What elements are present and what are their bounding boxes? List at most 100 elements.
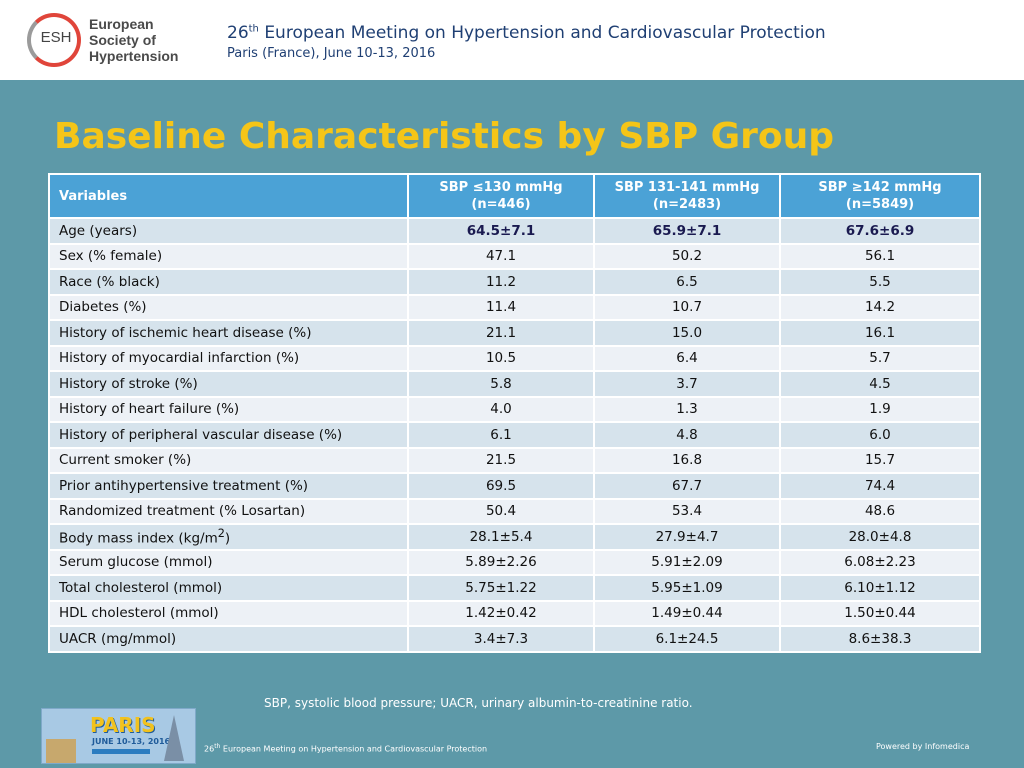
cell-value: 6.5 (593, 268, 781, 296)
cell-value: 14.2 (779, 293, 981, 321)
row-label-sup: 2 (217, 527, 225, 540)
group-1-n: (n=446) (471, 197, 531, 212)
group-3-label: SBP ≥142 mmHg (818, 180, 942, 195)
esh-logo-ring (27, 13, 81, 67)
meeting-title: 26th European Meeting on Hypertension an… (227, 23, 826, 43)
baseline-characteristics-table: Variables SBP ≤130 mmHg (n=446) SBP 131-1… (48, 173, 981, 653)
row-label: UACR (mg/mmol) (48, 625, 409, 653)
cell-value: 50.4 (407, 497, 595, 525)
org-name-line2: Society of (89, 32, 156, 48)
cell-value: 1.50±0.44 (779, 599, 981, 627)
table-row: History of heart failure (%) 4.0 1.3 1.9 (48, 395, 981, 423)
cell-value: 3.7 (593, 370, 781, 398)
cell-value: 5.75±1.22 (407, 574, 595, 602)
footer-ordinal-suffix: th (214, 743, 221, 750)
table-row: History of peripheral vascular disease (… (48, 421, 981, 449)
meeting-location: Paris (France), June 10-13, 2016 (227, 46, 436, 61)
table-row: Body mass index (kg/m2) 28.1±5.4 27.9±4.… (48, 523, 981, 551)
cell-value: 5.5 (779, 268, 981, 296)
row-label: History of myocardial infarction (%) (48, 344, 409, 372)
cell-value: 28.0±4.8 (779, 523, 981, 551)
cell-value: 6.10±1.12 (779, 574, 981, 602)
row-label: History of heart failure (%) (48, 395, 409, 423)
cell-value: 28.1±5.4 (407, 523, 595, 551)
cell-value: 5.89±2.26 (407, 548, 595, 576)
row-label: History of ischemic heart disease (%) (48, 319, 409, 347)
row-label: Prior antihypertensive treatment (%) (48, 472, 409, 500)
banner-dates: JUNE 10-13, 2016 (92, 737, 171, 746)
row-label: Race (% black) (48, 268, 409, 296)
cell-value: 4.5 (779, 370, 981, 398)
org-name-line3: Hypertension (89, 48, 179, 64)
row-label: Diabetes (%) (48, 293, 409, 321)
cell-value: 5.95±1.09 (593, 574, 781, 602)
cell-value: 21.1 (407, 319, 595, 347)
group-2-label: SBP 131-141 mmHg (614, 180, 760, 195)
cell-value: 11.2 (407, 268, 595, 296)
column-header-group-1: SBP ≤130 mmHg (n=446) (407, 173, 595, 219)
paris-congress-banner: PARIS JUNE 10-13, 2016 (41, 708, 196, 764)
cell-value: 67.6±6.9 (779, 217, 981, 245)
table-header-row: Variables SBP ≤130 mmHg (n=446) SBP 131-1… (48, 173, 981, 219)
table-footnote: SBP, systolic blood pressure; UACR, urin… (264, 696, 693, 710)
table-row: Diabetes (%) 11.4 10.7 14.2 (48, 293, 981, 321)
group-1-label: SBP ≤130 mmHg (439, 180, 563, 195)
cell-value: 47.1 (407, 242, 595, 270)
row-label: Current smoker (%) (48, 446, 409, 474)
cell-value: 15.0 (593, 319, 781, 347)
cell-value: 69.5 (407, 472, 595, 500)
footer-meeting-title: 26th European Meeting on Hypertension an… (204, 743, 487, 754)
building-illustration (46, 739, 76, 763)
banner-city: PARIS (90, 713, 156, 737)
cell-value: 50.2 (593, 242, 781, 270)
meeting-ordinal-suffix: th (248, 23, 259, 35)
cell-value: 65.9±7.1 (593, 217, 781, 245)
row-label-text: Body mass index (kg/m (59, 530, 218, 547)
cell-value: 53.4 (593, 497, 781, 525)
table-row: Race (% black) 11.2 6.5 5.5 (48, 268, 981, 296)
cell-value: 1.49±0.44 (593, 599, 781, 627)
row-label: Sex (% female) (48, 242, 409, 270)
table-row: Serum glucose (mmol) 5.89±2.26 5.91±2.09… (48, 548, 981, 576)
cell-value: 64.5±7.1 (407, 217, 595, 245)
cell-value: 10.5 (407, 344, 595, 372)
cell-value: 8.6±38.3 (779, 625, 981, 653)
cell-value: 56.1 (779, 242, 981, 270)
cell-value: 4.8 (593, 421, 781, 449)
powered-by: Powered by Infomedica (876, 742, 970, 751)
row-label: Total cholesterol (mmol) (48, 574, 409, 602)
column-header-group-2: SBP 131-141 mmHg (n=2483) (593, 173, 781, 219)
cell-value: 5.8 (407, 370, 595, 398)
cell-value: 5.91±2.09 (593, 548, 781, 576)
cell-value: 4.0 (407, 395, 595, 423)
slide-title: Baseline Characteristics by SBP Group (54, 116, 835, 157)
cell-value: 6.1 (407, 421, 595, 449)
org-name: European Society of Hypertension (89, 16, 178, 64)
esh-logo-text: ESH (40, 29, 72, 46)
row-label: Age (years) (48, 217, 409, 245)
table-row: Randomized treatment (% Losartan) 50.4 5… (48, 497, 981, 525)
group-3-n: (n=5849) (845, 197, 915, 212)
cell-value: 6.1±24.5 (593, 625, 781, 653)
table-row: History of ischemic heart disease (%) 21… (48, 319, 981, 347)
table-row: Age (years) 64.5±7.1 65.9±7.1 67.6±6.9 (48, 217, 981, 245)
column-header-group-3: SBP ≥142 mmHg (n=5849) (779, 173, 981, 219)
cell-value: 6.0 (779, 421, 981, 449)
row-label: HDL cholesterol (mmol) (48, 599, 409, 627)
table-row: History of stroke (%) 5.8 3.7 4.5 (48, 370, 981, 398)
row-label: Randomized treatment (% Losartan) (48, 497, 409, 525)
row-label: History of peripheral vascular disease (… (48, 421, 409, 449)
banner-stripe (92, 749, 150, 754)
meeting-ordinal: 26 (227, 23, 249, 43)
table-row: History of myocardial infarction (%) 10.… (48, 344, 981, 372)
cell-value: 74.4 (779, 472, 981, 500)
table-row: HDL cholesterol (mmol) 1.42±0.42 1.49±0.… (48, 599, 981, 627)
cell-value: 16.8 (593, 446, 781, 474)
cell-value: 6.4 (593, 344, 781, 372)
table-row: Sex (% female) 47.1 50.2 56.1 (48, 242, 981, 270)
cell-value: 21.5 (407, 446, 595, 474)
table-row: Current smoker (%) 21.5 16.8 15.7 (48, 446, 981, 474)
row-label: Serum glucose (mmol) (48, 548, 409, 576)
table-row: Prior antihypertensive treatment (%) 69.… (48, 472, 981, 500)
table-row: UACR (mg/mmol) 3.4±7.3 6.1±24.5 8.6±38.3 (48, 625, 981, 653)
